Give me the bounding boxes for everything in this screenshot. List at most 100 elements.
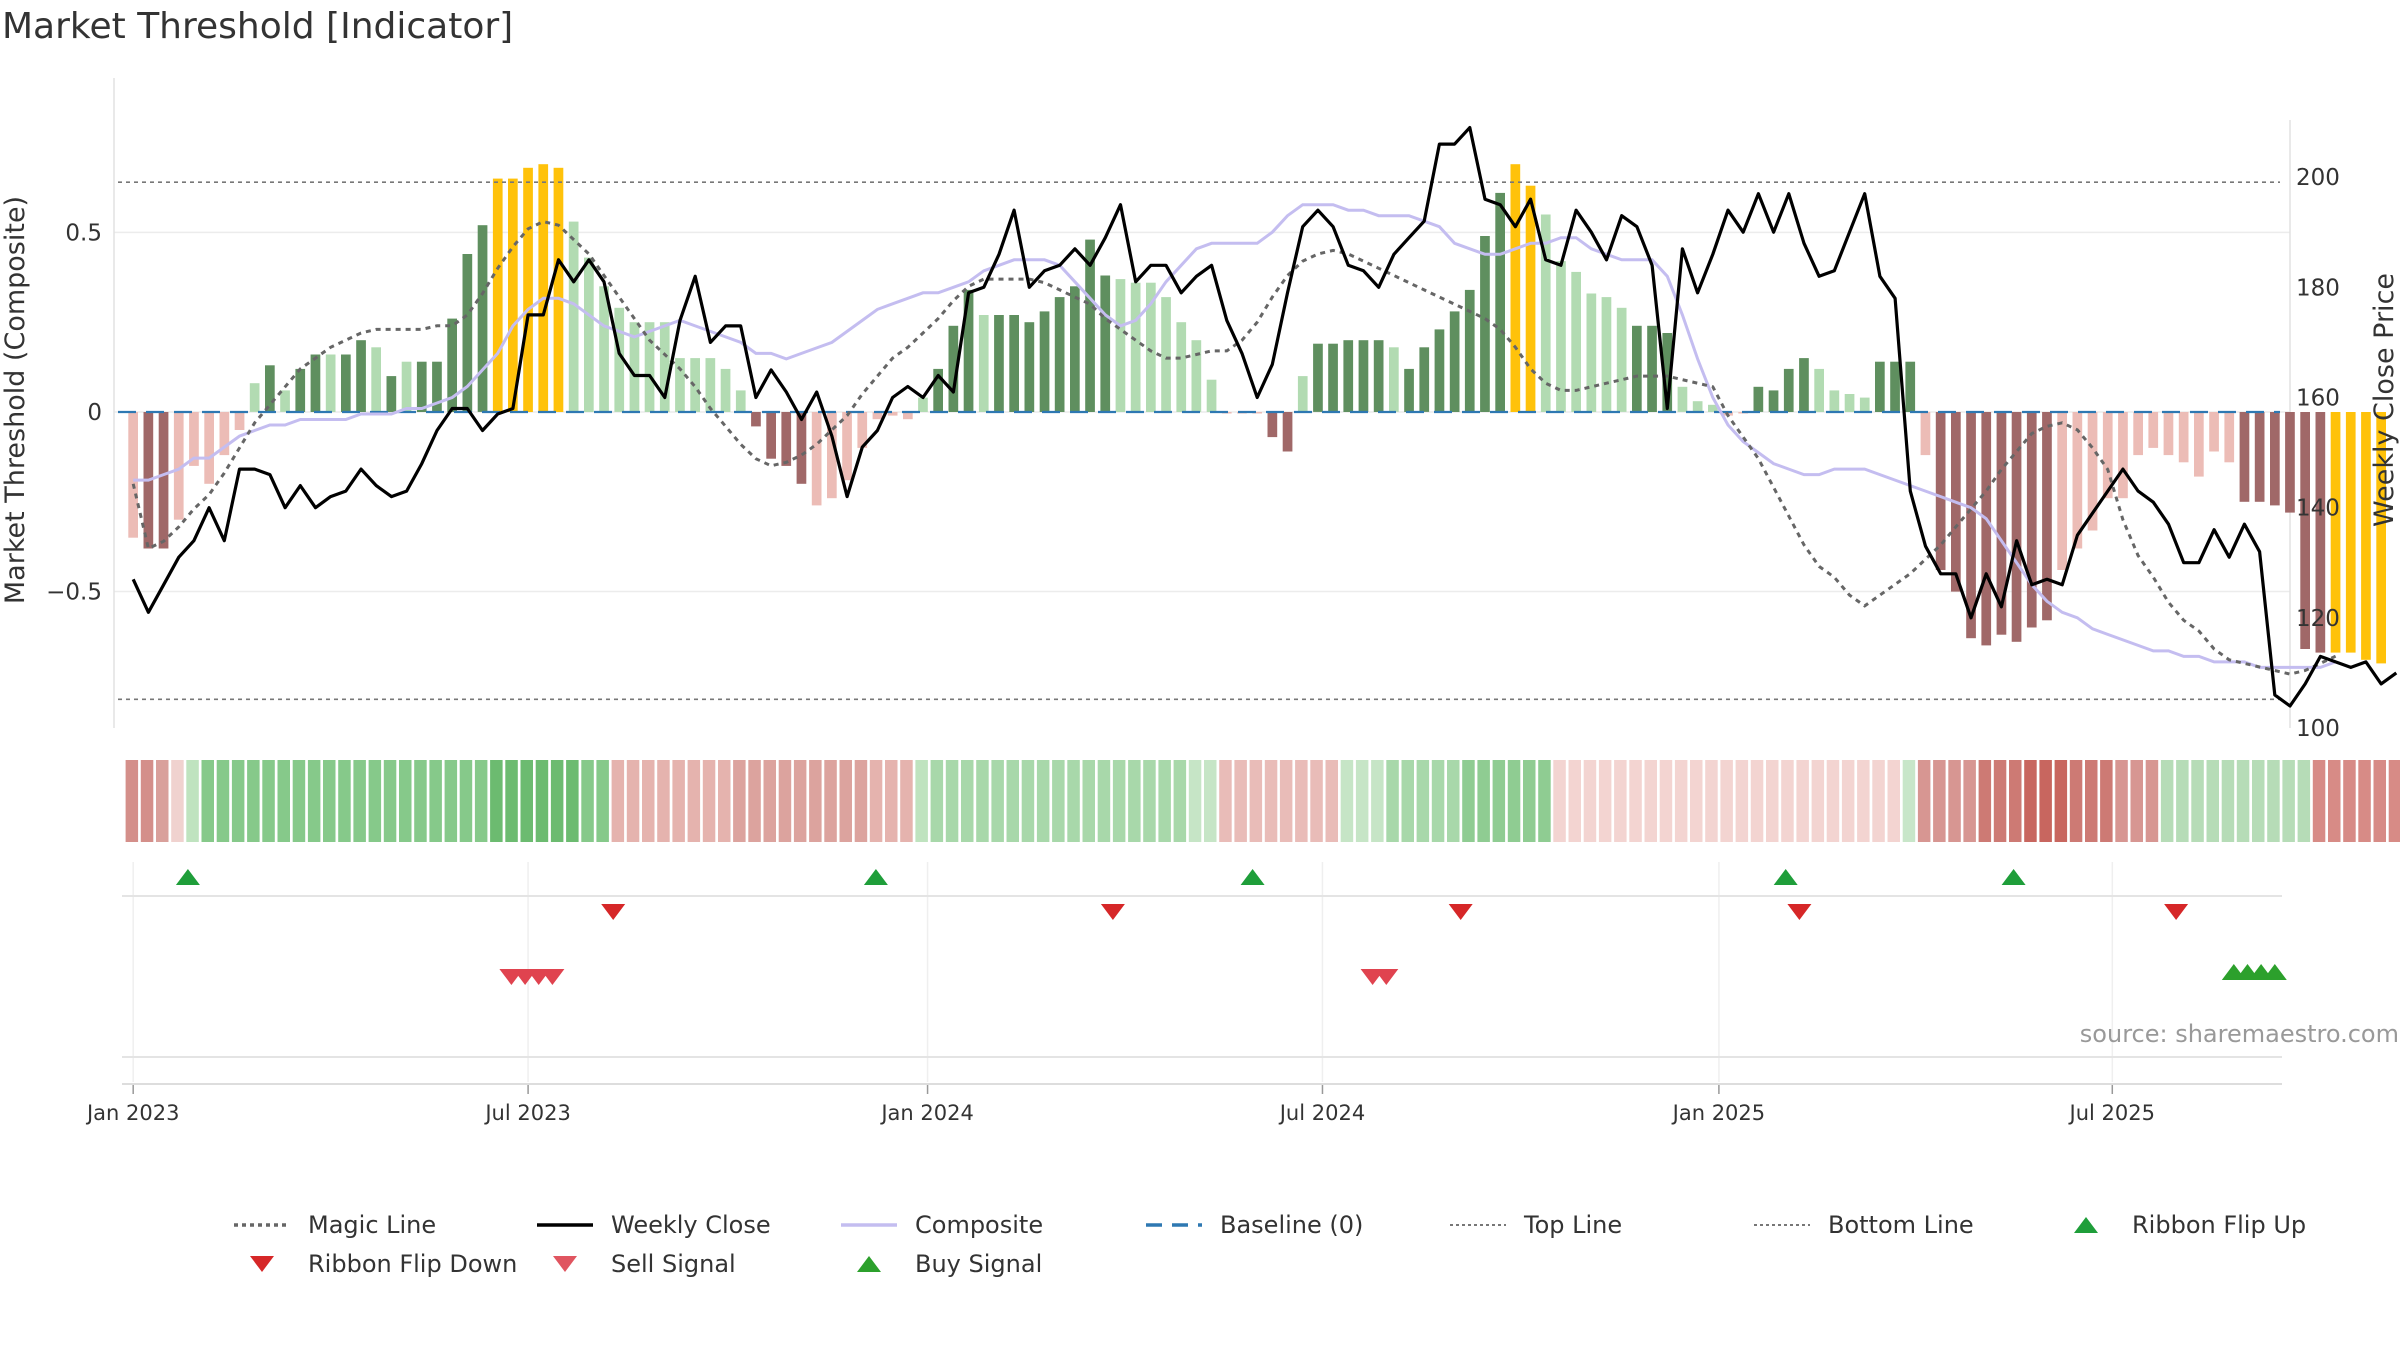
ribbon-cell bbox=[201, 760, 214, 842]
ribbon-cell bbox=[338, 760, 351, 842]
ribbon-cell bbox=[839, 760, 852, 842]
threshold-bar bbox=[249, 383, 260, 412]
threshold-bar bbox=[1920, 412, 1931, 456]
threshold-bar bbox=[887, 412, 898, 416]
y2-tick-label: 140 bbox=[2296, 496, 2340, 522]
threshold-bar bbox=[1859, 397, 1870, 412]
ribbon-cell bbox=[733, 760, 746, 842]
threshold-bar bbox=[538, 164, 549, 412]
ribbon-cell bbox=[444, 760, 458, 842]
ribbon-cell bbox=[171, 760, 184, 842]
ribbon-cell bbox=[2328, 760, 2341, 842]
legend-item: Baseline (0) bbox=[1142, 1208, 1363, 1242]
legend-marker bbox=[250, 1256, 274, 1272]
ribbon-cell bbox=[1750, 760, 1764, 842]
threshold-bar bbox=[1783, 368, 1794, 412]
threshold-bar bbox=[1130, 282, 1141, 412]
ribbon-cell bbox=[2100, 760, 2113, 842]
threshold-bar bbox=[1495, 192, 1505, 412]
threshold-bar bbox=[963, 289, 974, 412]
threshold-bar bbox=[447, 318, 457, 412]
legend-label: Ribbon Flip Up bbox=[2132, 1211, 2307, 1239]
threshold-bar bbox=[2133, 412, 2143, 456]
threshold-bar bbox=[2300, 412, 2310, 649]
threshold-bar bbox=[356, 340, 366, 412]
threshold-bar bbox=[1252, 412, 1262, 414]
threshold-bar bbox=[903, 412, 913, 420]
ribbon-cell bbox=[672, 760, 685, 842]
threshold-bar bbox=[2178, 412, 2189, 463]
ribbon-cell bbox=[1507, 760, 1521, 842]
ribbon-flip-down-marker bbox=[1448, 904, 1473, 920]
ribbon-cell bbox=[383, 760, 397, 842]
ribbon-cell bbox=[2297, 760, 2311, 842]
threshold-bar bbox=[462, 254, 473, 412]
ribbon-cell bbox=[1523, 760, 1536, 842]
ribbon-cell bbox=[1325, 760, 1338, 842]
threshold-bar bbox=[1297, 376, 1308, 412]
threshold-bar bbox=[1799, 358, 1809, 412]
threshold-bar bbox=[1571, 271, 1581, 412]
ribbon-cell bbox=[2236, 760, 2250, 842]
ribbon-cell bbox=[1933, 760, 1946, 842]
legend-marker bbox=[553, 1256, 577, 1272]
ribbon-cell bbox=[1204, 760, 1217, 842]
buy-signal-marker bbox=[2262, 964, 2287, 980]
threshold-bar bbox=[978, 315, 989, 412]
threshold-bar bbox=[280, 390, 290, 412]
threshold-bar bbox=[310, 354, 321, 412]
threshold-bar bbox=[811, 412, 822, 506]
ribbon-flip-down-marker bbox=[2164, 904, 2189, 920]
ribbon-cell bbox=[1568, 760, 1581, 842]
ribbon-cell bbox=[231, 760, 245, 842]
ribbon-cell bbox=[581, 760, 594, 842]
ribbon-flip-up-marker bbox=[175, 869, 200, 885]
ribbon-cell bbox=[1067, 760, 1080, 842]
ribbon-cell bbox=[1188, 760, 1202, 842]
threshold-bar bbox=[219, 412, 230, 456]
ribbon-cell bbox=[1872, 760, 1885, 842]
marker-layer bbox=[175, 869, 2287, 985]
ribbon-cell bbox=[1690, 760, 1703, 842]
ribbon-cell bbox=[2267, 760, 2280, 842]
threshold-bar bbox=[1328, 343, 1338, 412]
threshold-bar bbox=[1480, 236, 1490, 412]
ribbon-cell bbox=[824, 760, 837, 842]
ribbon-cell bbox=[216, 760, 230, 842]
legend-symbol bbox=[841, 1223, 897, 1227]
threshold-bar bbox=[766, 412, 776, 459]
ribbon-cell bbox=[885, 760, 898, 842]
ribbon-cell bbox=[1264, 760, 1278, 842]
grid-layer bbox=[113, 78, 2291, 1082]
ribbon-cell bbox=[2115, 760, 2128, 842]
ribbon-cell bbox=[2388, 760, 2400, 842]
threshold-bar bbox=[1161, 297, 1171, 412]
threshold-bar bbox=[1981, 412, 1992, 646]
threshold-bar bbox=[584, 257, 594, 412]
legend-label: Top Line bbox=[1524, 1211, 1623, 1239]
ribbon-cell bbox=[1766, 760, 1779, 842]
ribbon-cell bbox=[2176, 760, 2189, 842]
threshold-bar bbox=[508, 178, 518, 412]
legend-symbol bbox=[234, 1223, 290, 1227]
threshold-bar bbox=[1814, 368, 1824, 412]
ribbon-cell bbox=[2373, 760, 2386, 842]
threshold-bar bbox=[1692, 401, 1703, 412]
threshold-bar bbox=[1373, 340, 1384, 412]
threshold-bar bbox=[2194, 412, 2204, 477]
ribbon-cell bbox=[414, 760, 427, 842]
magic-line bbox=[131, 220, 2337, 676]
ribbon-cell bbox=[687, 760, 701, 842]
threshold-bar bbox=[2224, 412, 2235, 463]
y2-tick-label: 180 bbox=[2296, 275, 2340, 301]
legend-marker bbox=[2074, 1217, 2098, 1233]
ribbon-cell bbox=[2282, 760, 2295, 842]
ribbon-cell bbox=[778, 760, 792, 842]
ribbon-cell bbox=[1295, 760, 1308, 842]
ribbon-cell bbox=[2358, 760, 2371, 842]
threshold-bar bbox=[857, 412, 868, 448]
ribbon-cell bbox=[2069, 760, 2083, 842]
ribbon-cell bbox=[2221, 760, 2235, 842]
ribbon-cell bbox=[1811, 760, 1825, 842]
threshold-bar bbox=[2026, 412, 2037, 628]
